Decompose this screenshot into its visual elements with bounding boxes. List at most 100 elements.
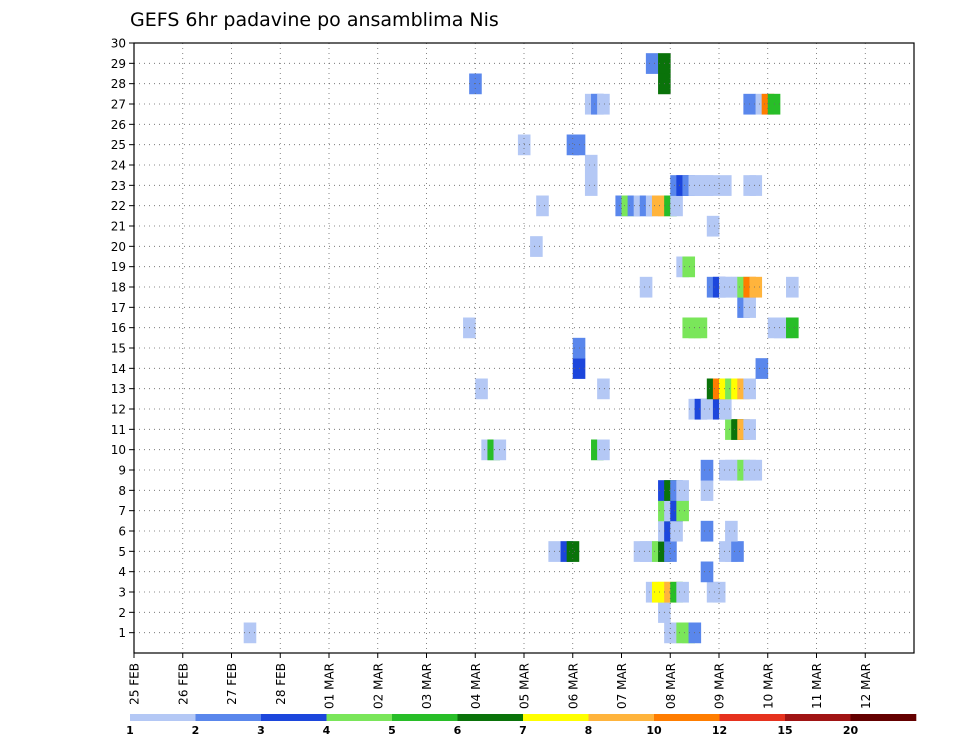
- y-tick-label: 1: [118, 626, 126, 640]
- y-tick-label: 13: [111, 382, 126, 396]
- heatmap-cell: [719, 175, 732, 196]
- y-tick-label: 15: [111, 342, 126, 356]
- heatmap-cell: [597, 93, 610, 115]
- heatmap-cell: [676, 480, 689, 501]
- y-tick-label: 5: [118, 545, 126, 559]
- legend-label: 6: [454, 724, 462, 737]
- heatmap-cell: [475, 378, 488, 400]
- y-tick-label: 9: [118, 464, 126, 478]
- heatmap-cell: [700, 520, 714, 542]
- y-tick-label: 10: [111, 443, 126, 457]
- legend-label: 2: [192, 724, 200, 737]
- heatmap-cell: [700, 459, 714, 481]
- heatmap-cell: [597, 378, 610, 400]
- heatmap-cell: [566, 541, 580, 562]
- legend-swatch: [523, 714, 589, 721]
- y-tick-label: 29: [111, 57, 126, 71]
- heatmap-cell: [530, 236, 543, 257]
- x-tick-label: 10 MAR: [761, 663, 775, 709]
- heatmap-cells: [243, 53, 799, 644]
- heatmap-cell: [645, 53, 659, 74]
- heatmap-cell: [786, 317, 799, 339]
- y-tick-label: 11: [111, 423, 126, 437]
- heatmap-cell: [536, 195, 549, 217]
- heatmap-cell: [706, 215, 720, 237]
- legend-label: 7: [519, 724, 527, 737]
- legend-swatch: [785, 714, 851, 721]
- legend-swatch: [588, 714, 655, 721]
- heatmap-cell: [719, 398, 732, 420]
- heatmap-cell: [749, 276, 763, 298]
- x-tick-label: 06 MAR: [566, 663, 580, 709]
- legend-label: 12: [712, 724, 727, 737]
- heatmap-cell: [700, 561, 714, 583]
- heatmap-cell: [584, 154, 598, 176]
- x-tick-label: 09 MAR: [713, 663, 727, 709]
- y-tick-label: 12: [111, 403, 126, 417]
- legend-label: 5: [388, 724, 396, 737]
- heatmap-cell: [749, 175, 763, 196]
- y-tick-label: 4: [118, 565, 126, 579]
- heatmap-cell: [749, 459, 763, 481]
- heatmap-cell: [694, 317, 708, 339]
- legend-swatch: [457, 714, 524, 721]
- legend-swatch: [195, 714, 262, 721]
- y-tick-label: 6: [118, 525, 126, 539]
- legend-swatch: [392, 714, 458, 721]
- heatmap-cell: [670, 195, 683, 217]
- x-tick-label: 11 MAR: [810, 663, 824, 709]
- heatmap-cell: [676, 581, 689, 603]
- x-tick-label: 04 MAR: [469, 663, 483, 709]
- y-tick-label: 30: [111, 37, 126, 51]
- x-tick-label: 28 FEB: [274, 663, 288, 705]
- heatmap-cell: [670, 520, 683, 542]
- y-tick-label: 22: [111, 199, 126, 213]
- heatmap-cell: [584, 175, 598, 196]
- y-tick-label: 18: [111, 281, 126, 295]
- y-tick-label: 26: [111, 118, 126, 132]
- y-tick-label: 20: [111, 240, 126, 254]
- y-tick-label: 16: [111, 321, 126, 335]
- x-tick-label: 07 MAR: [615, 663, 629, 709]
- heatmap-cell: [755, 358, 769, 379]
- x-tick-label: 26 FEB: [176, 663, 190, 705]
- x-axis-ticks: 25 FEB 26 FEB 27 FEB 28 FEB 01 MAR 02 MAR 03 M…: [128, 653, 873, 709]
- x-tick-label: 03 MAR: [420, 663, 434, 709]
- heatmap-cell: [700, 480, 714, 501]
- legend-swatch: [850, 714, 917, 721]
- x-tick-label: 25 FEB: [128, 663, 142, 705]
- legend-swatch: [719, 714, 786, 721]
- y-tick-label: 27: [111, 98, 126, 112]
- y-tick-label: 3: [118, 586, 126, 600]
- y-tick-label: 14: [111, 362, 126, 376]
- y-tick-label: 28: [111, 77, 126, 91]
- y-tick-label: 2: [118, 606, 126, 620]
- x-tick-label: 05 MAR: [518, 663, 532, 709]
- grid-lines: [133, 42, 914, 653]
- y-tick-label: 8: [118, 484, 126, 498]
- legend-label: 3: [257, 724, 265, 737]
- heatmap-cell: [786, 276, 799, 298]
- y-tick-label: 25: [111, 138, 126, 152]
- legend-swatch: [326, 714, 393, 721]
- y-tick-label: 24: [111, 159, 126, 173]
- legend-label: 1: [126, 724, 134, 737]
- legend-swatch: [130, 714, 196, 721]
- x-tick-label: 12 MAR: [859, 663, 873, 709]
- heatmap-cell: [700, 398, 714, 420]
- legend-label: 10: [646, 724, 662, 737]
- heatmap-cell: [676, 500, 689, 522]
- legend-swatch: [261, 714, 327, 721]
- legend-label: 4: [323, 724, 331, 737]
- y-tick-label: 21: [111, 220, 126, 234]
- y-axis-ticks: 1234567891011121314151617181920212223242…: [111, 37, 134, 640]
- heatmap-cell: [597, 439, 610, 461]
- y-tick-label: 23: [111, 179, 126, 193]
- y-tick-label: 19: [111, 260, 126, 274]
- legend-label: 8: [585, 724, 593, 737]
- heatmap-cell: [731, 541, 744, 562]
- heatmap-cell: [706, 175, 720, 196]
- chart-title: GEFS 6hr padavine po ansamblima Nis: [130, 9, 499, 31]
- y-tick-label: 7: [118, 504, 126, 518]
